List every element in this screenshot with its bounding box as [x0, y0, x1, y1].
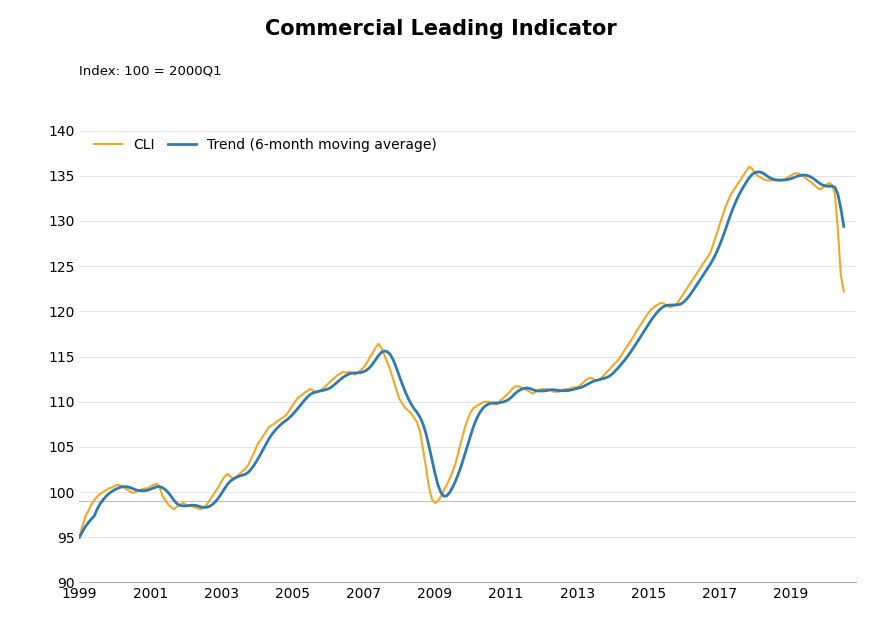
Text: Index: 100 = 2000Q1: Index: 100 = 2000Q1 [79, 64, 222, 77]
Line: Trend (6-month moving average): Trend (6-month moving average) [79, 172, 844, 537]
CLI [213, 483, 224, 490]
Trend (6-month moving average) [826, 182, 837, 190]
Trend (6-month moving average) [137, 487, 147, 495]
Trend (6-month moving average) [213, 494, 224, 502]
Trend (6-month moving average) [735, 189, 745, 196]
Trend (6-month moving average) [432, 481, 443, 488]
CLI [744, 163, 754, 171]
Trend (6-month moving average) [752, 168, 763, 176]
CLI [137, 486, 147, 493]
Trend (6-month moving average) [74, 533, 85, 541]
Text: Commercial Leading Indicator: Commercial Leading Indicator [265, 19, 617, 39]
Trend (6-month moving average) [839, 223, 849, 230]
CLI [432, 497, 443, 505]
CLI [198, 504, 209, 511]
CLI [826, 181, 837, 189]
Line: CLI: CLI [79, 167, 844, 537]
CLI [74, 533, 85, 541]
Legend: CLI, Trend (6-month moving average): CLI, Trend (6-month moving average) [94, 138, 437, 152]
CLI [839, 287, 849, 295]
CLI [735, 177, 745, 184]
Trend (6-month moving average) [198, 504, 209, 511]
